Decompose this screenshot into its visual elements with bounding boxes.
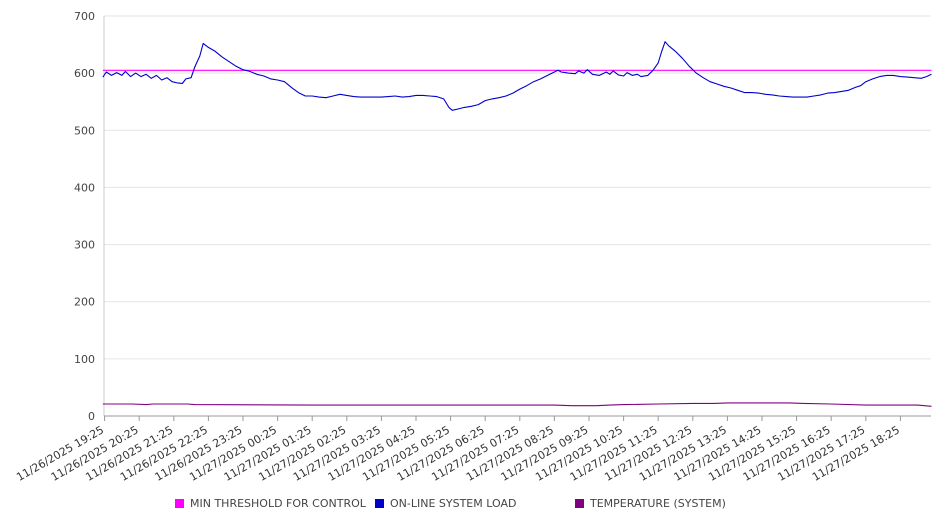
- legend-item-temperature[interactable]: TEMPERATURE (SYSTEM): [575, 497, 726, 510]
- legend-label-load: ON-LINE SYSTEM LOAD: [390, 497, 517, 510]
- temperature-series-line: [102, 402, 932, 407]
- y-tick-label: 200: [74, 296, 95, 309]
- legend-item-threshold[interactable]: MIN THRESHOLD FOR CONTROL: [175, 497, 366, 510]
- legend-item-load[interactable]: ON-LINE SYSTEM LOAD: [375, 497, 516, 510]
- y-tick-label: 600: [74, 67, 95, 80]
- legend-swatch-load: [375, 499, 384, 508]
- y-tick-label: 100: [74, 353, 95, 366]
- y-tick-label: 0: [88, 410, 95, 423]
- legend-label-threshold: MIN THRESHOLD FOR CONTROL: [190, 497, 366, 510]
- legend-label-temperature: TEMPERATURE (SYSTEM): [590, 497, 726, 510]
- legend: MIN THRESHOLD FOR CONTROL ON-LINE SYSTEM…: [0, 497, 946, 515]
- y-tick-label: 300: [74, 239, 95, 252]
- y-tick-label: 700: [74, 10, 95, 23]
- load-series-line: [102, 41, 932, 111]
- y-tick-label: 400: [74, 181, 95, 194]
- legend-swatch-temperature: [575, 499, 584, 508]
- y-tick-label: 500: [74, 124, 95, 137]
- legend-swatch-threshold: [175, 499, 184, 508]
